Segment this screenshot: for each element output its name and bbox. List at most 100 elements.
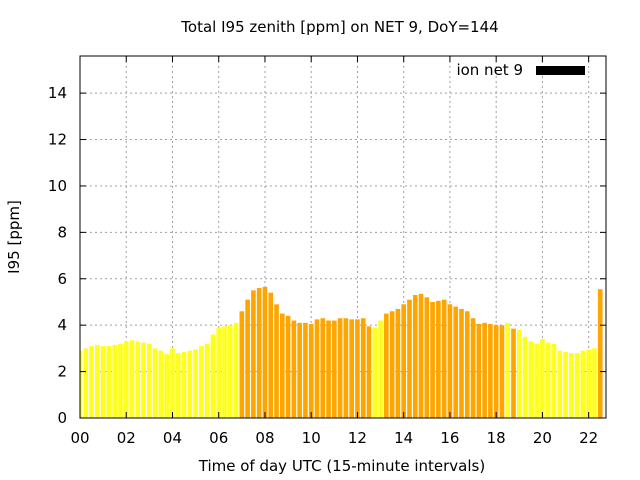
bar: [297, 322, 302, 418]
bar: [389, 311, 395, 418]
bar: [204, 343, 210, 418]
bar: [308, 324, 314, 418]
bar: [574, 353, 580, 418]
bar: [401, 304, 407, 418]
bar: [314, 319, 320, 418]
bar: [152, 348, 158, 418]
bar: [597, 289, 603, 418]
bar: [256, 288, 262, 418]
bar: [106, 346, 112, 418]
bar: [187, 350, 193, 418]
bar: [482, 322, 487, 418]
bar: [332, 320, 337, 418]
bar: [251, 290, 256, 418]
bar: [279, 313, 285, 418]
bar: [522, 336, 528, 418]
bar: [418, 293, 424, 418]
y-tick-label: 10: [48, 177, 67, 195]
bar: [233, 322, 239, 418]
bar: [360, 318, 366, 418]
bar: [505, 322, 511, 418]
bar: [170, 348, 175, 418]
bar: [384, 313, 389, 418]
bar: [372, 327, 378, 418]
bar: [129, 340, 135, 418]
bar: [210, 334, 216, 418]
x-tick-label: 18: [487, 429, 506, 447]
bar: [441, 299, 447, 418]
bar: [557, 350, 563, 418]
bar: [118, 343, 123, 418]
bar: [499, 325, 505, 418]
bar: [540, 339, 545, 418]
bar: [193, 349, 198, 418]
bar: [366, 326, 372, 418]
bars-layer: [80, 286, 603, 418]
legend-swatch: [536, 66, 585, 75]
bar: [147, 343, 152, 418]
bar: [453, 306, 459, 418]
bar: [343, 318, 349, 418]
y-axis-label: I95 [ppm]: [5, 200, 23, 274]
bar: [528, 341, 534, 418]
bar: [181, 351, 187, 418]
bar: [407, 299, 412, 418]
bar: [158, 350, 164, 418]
bar: [216, 327, 222, 418]
bar: [175, 353, 181, 418]
bar: [424, 297, 430, 418]
bar: [262, 286, 268, 418]
bar: [135, 341, 141, 418]
bar: [545, 342, 551, 418]
y-tick-label: 0: [57, 409, 67, 427]
bar: [516, 329, 522, 418]
bar: [164, 354, 170, 418]
x-tick-label: 02: [117, 429, 136, 447]
bar: [326, 320, 331, 418]
bar: [551, 343, 557, 418]
bar: [245, 299, 250, 418]
y-tick-label: 6: [57, 270, 67, 288]
bar: [274, 304, 279, 418]
x-tick-label: 04: [163, 429, 182, 447]
bar: [227, 325, 233, 418]
bar: [83, 348, 89, 418]
bar: [199, 346, 204, 418]
bar: [100, 346, 106, 418]
bar: [430, 301, 435, 418]
bar: [355, 319, 360, 418]
bar: [337, 318, 343, 418]
bar: [123, 341, 129, 418]
plot-frame: [79, 55, 607, 419]
legend: ion net 9: [456, 61, 585, 79]
bar: [569, 353, 574, 418]
bar: [141, 342, 146, 418]
legend-label: ion net 9: [456, 61, 523, 79]
bar: [222, 326, 227, 418]
bar: [239, 311, 245, 418]
bar: [378, 320, 383, 418]
bar: [436, 300, 441, 418]
bar: [95, 344, 100, 418]
x-tick-label: 06: [209, 429, 228, 447]
x-tick-label: 22: [579, 429, 598, 447]
bar: [563, 351, 568, 418]
y-tick-label: 4: [57, 316, 67, 334]
bar: [493, 325, 499, 418]
bar: [592, 348, 597, 418]
bar: [89, 346, 94, 418]
bar: [320, 318, 326, 418]
x-tick-label: 00: [70, 429, 89, 447]
y-tick-label: 12: [48, 131, 67, 149]
x-axis-label: Time of day UTC (15-minute intervals): [198, 457, 485, 475]
bar: [412, 295, 418, 418]
x-tick-label: 12: [348, 429, 367, 447]
bar: [303, 322, 308, 418]
bar: [285, 315, 291, 418]
bar: [291, 320, 297, 418]
bar: [534, 343, 539, 418]
bar: [112, 344, 117, 418]
x-tick-label: 20: [533, 429, 552, 447]
